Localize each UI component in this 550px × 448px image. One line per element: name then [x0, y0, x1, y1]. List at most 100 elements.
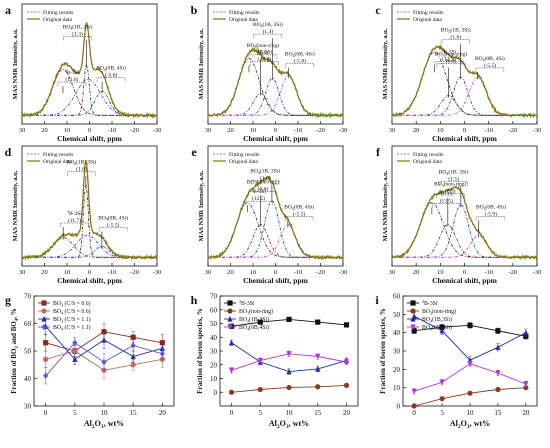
y-tick-label: 30	[24, 403, 32, 411]
x-tick-label: 0	[44, 409, 48, 417]
data-point-square	[41, 300, 47, 306]
y-tick-label: 60	[393, 293, 401, 301]
x-axis-label: Chemical shift, ppm	[243, 276, 309, 285]
y-tick-label: 10	[393, 384, 401, 392]
nmr-panel-c: c 30 20 10 0 -10 -20 -30 Chemical shift, ppm MAS …	[375, 3, 541, 143]
peak-bracket	[285, 63, 315, 68]
peak-value: (1.3)	[72, 30, 83, 37]
x-tick-label: 10	[467, 409, 475, 417]
x-tick-label: 20	[159, 409, 167, 417]
x-tick-label: -20	[508, 269, 517, 276]
x-tick-label: 10	[250, 127, 257, 134]
peak-label: 3​B-3Si	[251, 188, 266, 195]
y-tick-label: 70	[24, 293, 32, 301]
x-tick-label: 10	[101, 409, 109, 417]
x-axis-label: Chemical shift, ppm	[57, 134, 123, 143]
data-point-square	[495, 328, 501, 334]
y-tick-label: 40	[210, 334, 218, 342]
peak-label: BO4​(1B, 3Si)	[67, 159, 97, 166]
peak-label: BO4​(1B, 3Si)	[250, 167, 280, 174]
legend-fitting-label: Fitting results	[229, 10, 259, 16]
data-point-square	[343, 322, 350, 328]
data-point-diamond	[159, 350, 165, 357]
data-point-triangle	[227, 315, 233, 322]
x-tick-label: -30	[339, 127, 348, 134]
component-peak-curve	[392, 51, 537, 116]
data-point-circle	[467, 390, 473, 396]
legend-original-label: Original data	[413, 159, 442, 165]
legend: BO3​ (C/S = 0.6)BO4​ (C/S = 0.6)BO3​ (C/…	[38, 300, 91, 332]
component-peak-curve	[208, 224, 343, 258]
original-data-curve	[391, 43, 538, 119]
y-axis-label: Fraction of boron species, %	[196, 308, 204, 394]
y-tick-label: 0	[214, 389, 218, 397]
legend-original-label: Original data	[43, 17, 72, 23]
fraction-panel-h: h 0 5 10 15 20 0 10 20 30 40 50 60 70 Al2O3​, wt% Fract…	[191, 293, 359, 430]
legend-original-label: Original data	[229, 159, 258, 165]
data-point-circle	[130, 362, 136, 368]
legend-fitting-label: Fitting results	[43, 10, 73, 16]
peak-label: BO4​(0B, 4Si)	[475, 55, 505, 62]
peak-label: 3​B-3Si	[439, 190, 454, 197]
legend: 3​B-3SiBO3​(non-ring)BO4​(1B,3Si)BO4​(0B…	[407, 299, 456, 332]
original-data-curve	[21, 21, 158, 120]
peak-value: (11.7)	[68, 217, 81, 224]
x-tick-label: -20	[130, 127, 139, 134]
x-tick-label: -20	[316, 127, 325, 134]
data-point-square	[410, 300, 416, 306]
data-point-circle	[439, 396, 445, 402]
x-tick-label: 5	[259, 409, 263, 417]
x-tick-label: -10	[108, 127, 117, 134]
series-line	[231, 342, 347, 373]
x-tick-label: 0	[463, 127, 466, 134]
data-point-square	[257, 319, 263, 325]
peak-label: 3​B-3Si	[67, 210, 82, 217]
data-point-diamond	[41, 323, 47, 331]
component-peak-curve	[392, 235, 537, 258]
peak-bracket	[432, 203, 461, 208]
data-point-triangle-down	[523, 381, 529, 388]
peak-bracket	[248, 191, 278, 196]
peak-bracket	[284, 216, 314, 221]
peak-bracket	[436, 63, 466, 68]
data-series	[228, 350, 350, 374]
x-tick-label: 5	[73, 409, 77, 417]
peak-label: BO4​(1B, 3Si)	[439, 169, 469, 176]
data-series	[43, 337, 165, 385]
peak-label: BO3​(non-ring)	[247, 178, 279, 185]
data-point-triangle	[410, 315, 416, 322]
x-axis-label: Chemical shift, ppm	[243, 134, 309, 143]
data-point-triangle-down	[228, 367, 235, 374]
component-peak-curve	[22, 184, 157, 258]
x-tick-label: 15	[314, 409, 322, 417]
x-tick-label: 10	[250, 269, 257, 276]
peak-bracket	[67, 171, 96, 176]
peak-value: (6.6)	[446, 58, 457, 65]
legend-label: BO4​ (C/S = 0.6)	[53, 308, 91, 315]
x-tick-label: -30	[153, 127, 162, 134]
panel-letter: b	[191, 3, 198, 17]
nmr-panel-d: d 30 20 10 0 -10 -20 -30 Chemical shift, ppm MAS …	[5, 145, 162, 285]
y-tick-label: 40	[393, 329, 401, 337]
nmr-panel-b: b 30 20 10 0 -10 -20 -30 Chemical shift, ppm MAS …	[191, 3, 348, 143]
legend-label: BO4​(0B,4Si)	[239, 324, 269, 331]
data-point-triangle-down	[410, 324, 416, 331]
data-point-triangle-down	[343, 359, 350, 366]
fraction-panel-i: i 0 5 10 15 20 0 10 20 30 40 50 60 Al2O3​, wt% Fractio…	[375, 293, 538, 430]
data-point-triangle-down	[286, 351, 292, 357]
data-point-square	[43, 340, 49, 346]
panel-letter: h	[191, 293, 198, 307]
legend-label: BO4​(1B,3Si)	[422, 316, 452, 323]
component-peak-curve	[392, 202, 537, 258]
peak-bracket	[98, 227, 128, 232]
original-data-curve	[21, 159, 158, 261]
data-point-triangle-down	[439, 379, 445, 386]
data-point-triangle	[315, 365, 321, 372]
peak-label: BO4​(1B, 3Si)	[441, 27, 471, 34]
legend: 3​B-3SiBO3​(non-ring)BO4​(1B,3Si)BO4​(0B…	[224, 299, 273, 332]
